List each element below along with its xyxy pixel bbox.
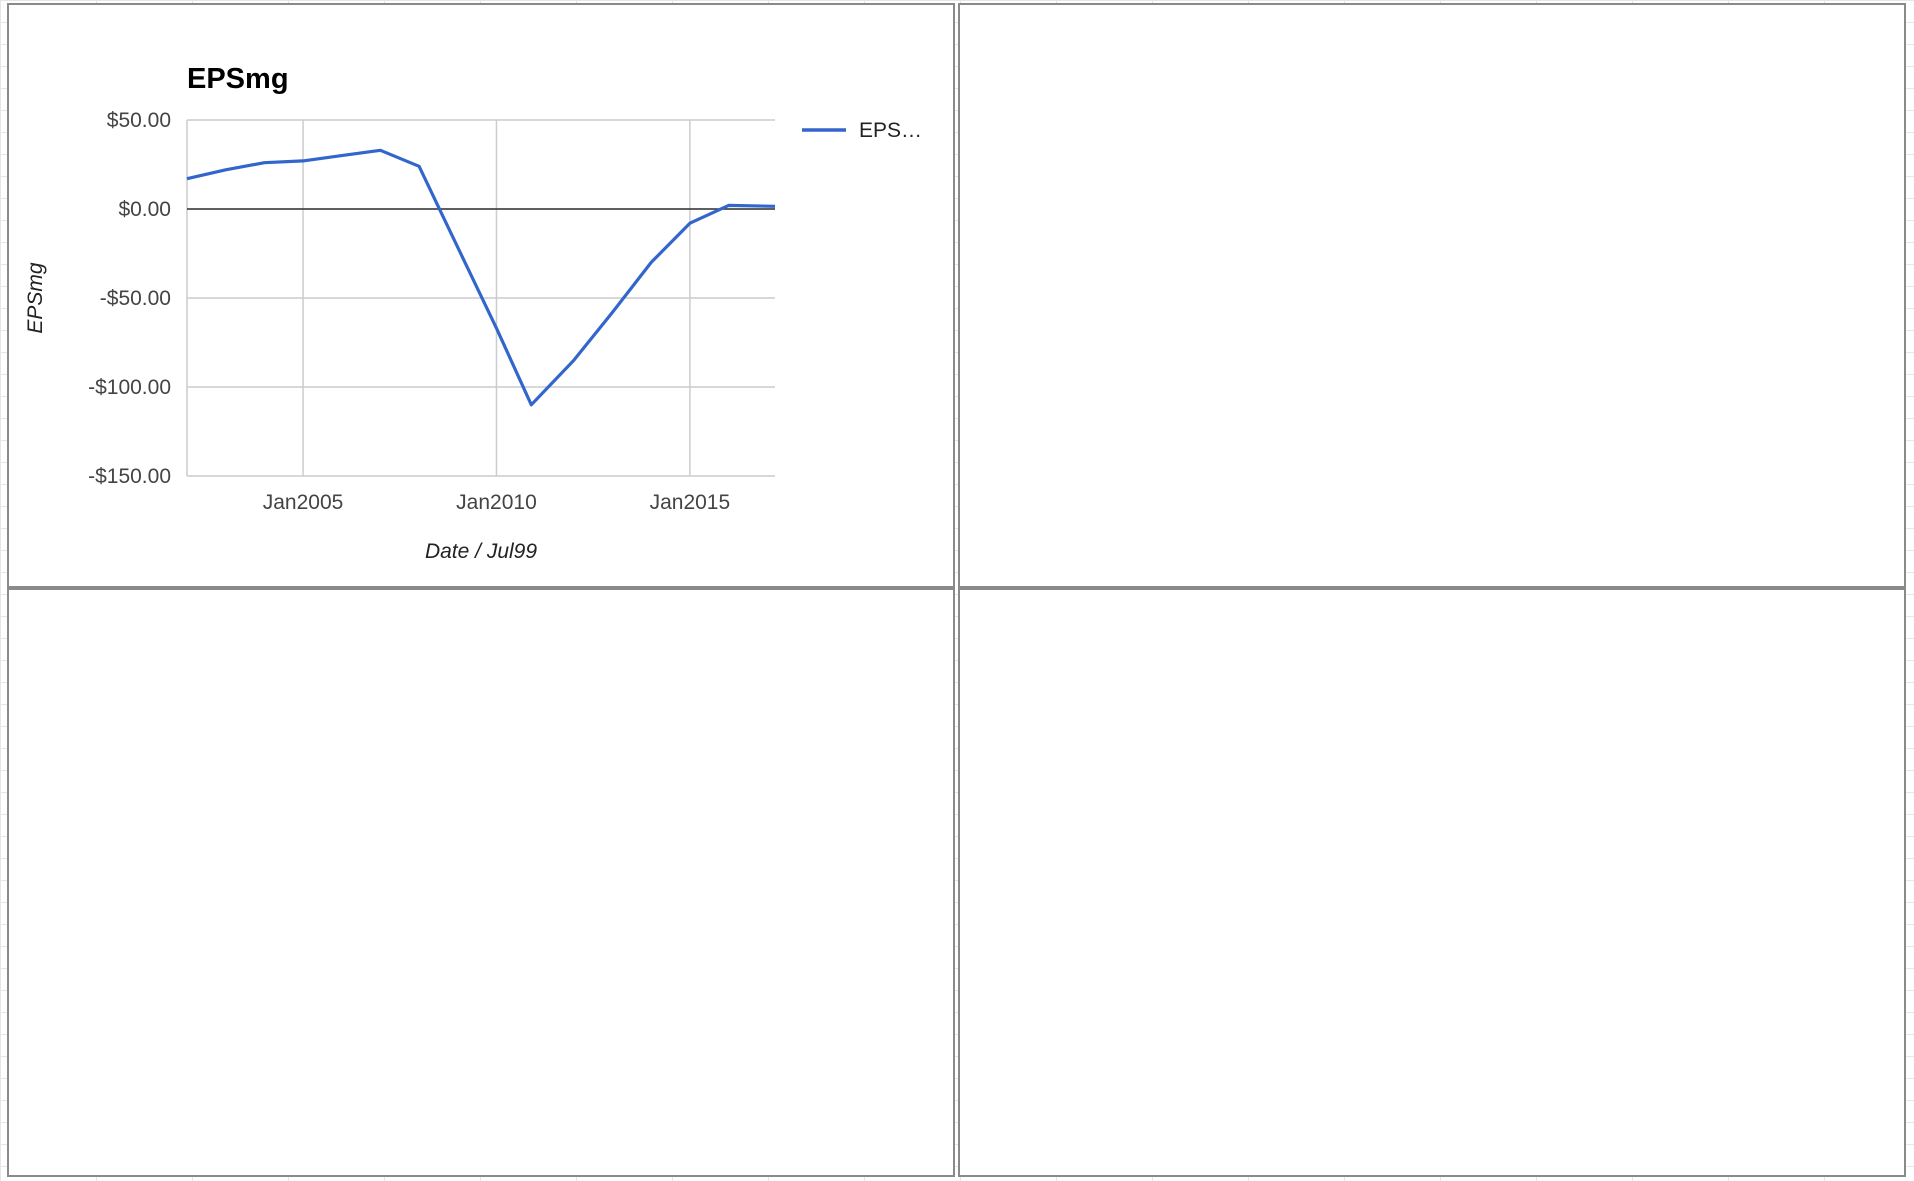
chart-panel-epsmg[interactable]: EPSmg $50.00 $0.00 -$50.00 -$100.00 -$150.00 J… [7, 3, 955, 588]
legend-label: EPS… [859, 119, 922, 142]
y-tick-label: -$50.00 [100, 287, 171, 310]
chart-panel-price-pemg[interactable]: Price and PEmgnullnullnullnullnullJan200… [958, 3, 1906, 588]
chart-panel-dividend[interactable]: Dividend History$16.00$12.00$8.00$4.00$0… [958, 588, 1906, 1177]
chart-panel-graham[interactable]: Graham Number and Stock Pricenullnullnul… [7, 588, 955, 1177]
y-tick-label: -$100.00 [88, 376, 171, 399]
x-axis-title: Date / Jul99 [425, 540, 537, 563]
y-tick-label: $50.00 [107, 109, 171, 132]
chart-dividend: Dividend History$16.00$12.00$8.00$4.00$0… [960, 590, 1904, 1175]
y-axis-title: EPSmg [24, 262, 47, 334]
chart-graham: Graham Number and Stock Pricenullnullnul… [9, 590, 953, 1175]
chart-price-pemg: Price and PEmgnullnullnullnullnullJan200… [960, 5, 1904, 586]
x-tick-label: Jan2015 [650, 491, 731, 514]
x-tick-label: Jan2010 [456, 491, 537, 514]
series-line-0 [186, 148, 776, 407]
y-tick-label: -$150.00 [88, 465, 171, 488]
y-tick-label: $0.00 [118, 198, 171, 221]
chart-title: EPSmg [187, 63, 289, 95]
x-tick-label: Jan2005 [263, 491, 344, 514]
chart-epsmg: EPSmg $50.00 $0.00 -$50.00 -$100.00 -$150.00 J… [24, 63, 922, 563]
